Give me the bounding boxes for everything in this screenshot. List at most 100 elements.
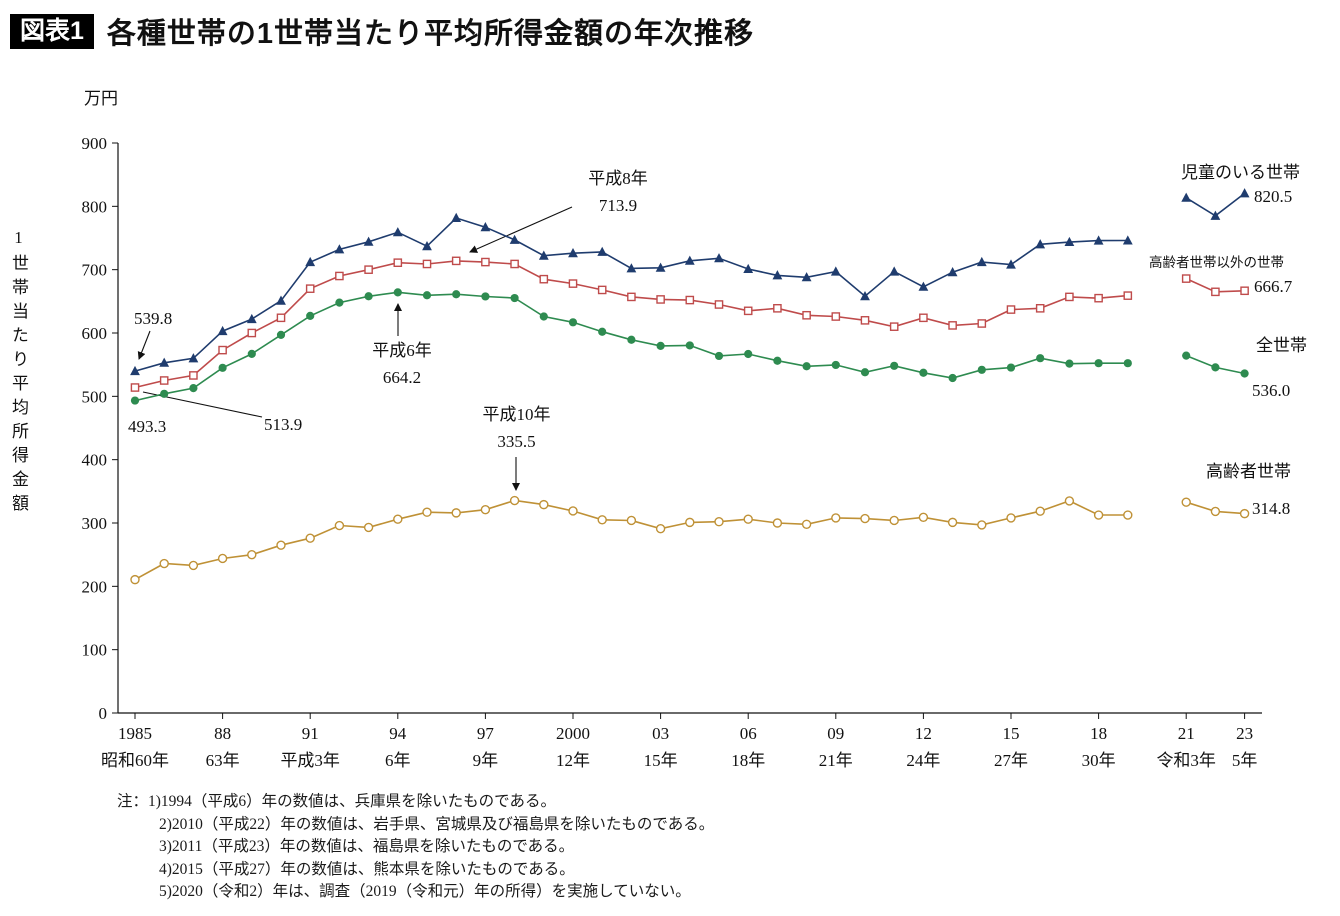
data-point bbox=[218, 345, 227, 355]
x-tick-era: 5年 bbox=[1232, 751, 1258, 770]
data-point bbox=[831, 360, 840, 370]
data-point bbox=[1211, 287, 1220, 297]
annotation-non-elderly-1985: 513.9 bbox=[264, 415, 303, 434]
arrow-to-non-elderly-peak bbox=[469, 206, 573, 253]
legend-value: 820.5 bbox=[1254, 187, 1293, 206]
data-point bbox=[1035, 304, 1045, 313]
note-line: 4)2015（平成27）年の数値は、熊本県を除いたものである。 bbox=[159, 860, 575, 878]
data-point bbox=[392, 227, 403, 237]
data-point bbox=[626, 263, 637, 273]
y-tick-label: 0 bbox=[99, 704, 108, 723]
note-line: 2)2010（平成22）年の数値は、岩手県、宮城県及び福島県を除いたものである。 bbox=[159, 815, 715, 833]
data-point bbox=[684, 255, 695, 265]
data-point bbox=[247, 349, 256, 358]
data-point bbox=[422, 241, 432, 251]
annotation-all-peak: 平成6年 664.2 bbox=[372, 341, 432, 387]
data-point bbox=[1006, 363, 1016, 372]
series-all bbox=[130, 288, 1249, 405]
data-point bbox=[1065, 359, 1074, 368]
data-point bbox=[217, 325, 228, 336]
data-point bbox=[977, 520, 987, 530]
data-point bbox=[1210, 506, 1221, 517]
y-unit-label: 万円 bbox=[84, 89, 118, 108]
data-point bbox=[480, 505, 491, 515]
data-point bbox=[655, 262, 666, 272]
x-tick-era: 9年 bbox=[473, 751, 499, 770]
data-point bbox=[948, 321, 957, 330]
x-tick-year: 1985 bbox=[118, 724, 152, 743]
y-tick-label: 800 bbox=[82, 197, 108, 216]
data-point bbox=[1093, 235, 1104, 245]
data-point bbox=[860, 316, 870, 325]
data-point bbox=[393, 288, 402, 297]
data-point bbox=[976, 256, 987, 267]
x-tick-era: 21年 bbox=[819, 751, 853, 770]
data-point bbox=[335, 298, 344, 307]
figure-header: 図表1 各種世帯の1世帯当たり平均所得金額の年次推移 bbox=[10, 10, 754, 52]
data-point bbox=[510, 293, 519, 303]
data-point bbox=[597, 246, 608, 256]
x-tick-year: 23 bbox=[1236, 724, 1253, 743]
data-point bbox=[1240, 286, 1249, 296]
data-point bbox=[305, 256, 316, 267]
data-point bbox=[130, 365, 140, 376]
x-tick-era: 15年 bbox=[644, 751, 678, 770]
data-point bbox=[1123, 291, 1133, 300]
data-point bbox=[685, 341, 694, 350]
data-point bbox=[801, 272, 812, 282]
data-point bbox=[685, 295, 695, 305]
data-point bbox=[159, 558, 169, 569]
x-tick-era: 18年 bbox=[731, 751, 765, 770]
data-point bbox=[656, 341, 665, 350]
data-point bbox=[773, 356, 782, 365]
data-point bbox=[656, 295, 665, 304]
data-point bbox=[860, 513, 870, 524]
data-point bbox=[422, 259, 432, 269]
x-tick-year: 94 bbox=[389, 724, 407, 743]
figure-badge: 図表1 bbox=[10, 13, 94, 49]
data-point bbox=[538, 250, 549, 260]
footnotes: 注：1)1994（平成6）年の数値は、兵庫県を除いたものである。 2)2010（平… bbox=[117, 791, 714, 904]
data-point bbox=[451, 256, 461, 266]
y-tick-label: 300 bbox=[82, 514, 108, 533]
x-tick-year: 09 bbox=[827, 724, 844, 743]
series-children bbox=[130, 188, 1250, 376]
y-tick-label: 700 bbox=[82, 261, 108, 280]
x-tick-year: 2000 bbox=[556, 724, 590, 743]
data-point bbox=[363, 236, 374, 246]
data-point bbox=[1006, 259, 1016, 269]
data-point bbox=[451, 508, 461, 518]
data-point bbox=[830, 266, 841, 276]
data-point bbox=[159, 357, 170, 367]
data-point bbox=[918, 281, 929, 291]
y-tick-label: 600 bbox=[82, 324, 108, 343]
x-tick-era: 令和3年 bbox=[1156, 751, 1216, 770]
y-tick-label: 200 bbox=[82, 577, 108, 596]
note-line: 3)2011（平成23）年の数値は、福島県を除いたものである。 bbox=[159, 838, 575, 856]
data-point bbox=[772, 518, 783, 528]
data-point bbox=[773, 304, 782, 313]
data-point bbox=[1006, 513, 1016, 523]
notes-prefix: 注： bbox=[117, 793, 149, 810]
figure-title: 各種世帯の1世帯当たり平均所得金額の年次推移 bbox=[106, 18, 755, 50]
data-point bbox=[743, 514, 753, 524]
data-point bbox=[364, 292, 373, 301]
x-tick-year: 88 bbox=[214, 724, 231, 743]
data-point bbox=[364, 265, 373, 274]
x-tick-year: 21 bbox=[1178, 724, 1195, 743]
data-point bbox=[801, 519, 812, 529]
data-point bbox=[509, 495, 520, 506]
data-point bbox=[335, 271, 344, 281]
data-point bbox=[510, 259, 519, 269]
data-point bbox=[685, 517, 695, 528]
data-point bbox=[247, 328, 257, 338]
x-tick-era: 平成3年 bbox=[280, 751, 340, 770]
x-tick-era: 昭和60年 bbox=[101, 751, 169, 770]
data-point bbox=[597, 285, 607, 295]
data-point bbox=[1239, 188, 1250, 198]
data-point bbox=[714, 300, 724, 309]
y-tick-label: 400 bbox=[82, 451, 108, 470]
data-point bbox=[1181, 274, 1191, 283]
data-point bbox=[393, 258, 403, 268]
axes bbox=[117, 143, 1262, 714]
